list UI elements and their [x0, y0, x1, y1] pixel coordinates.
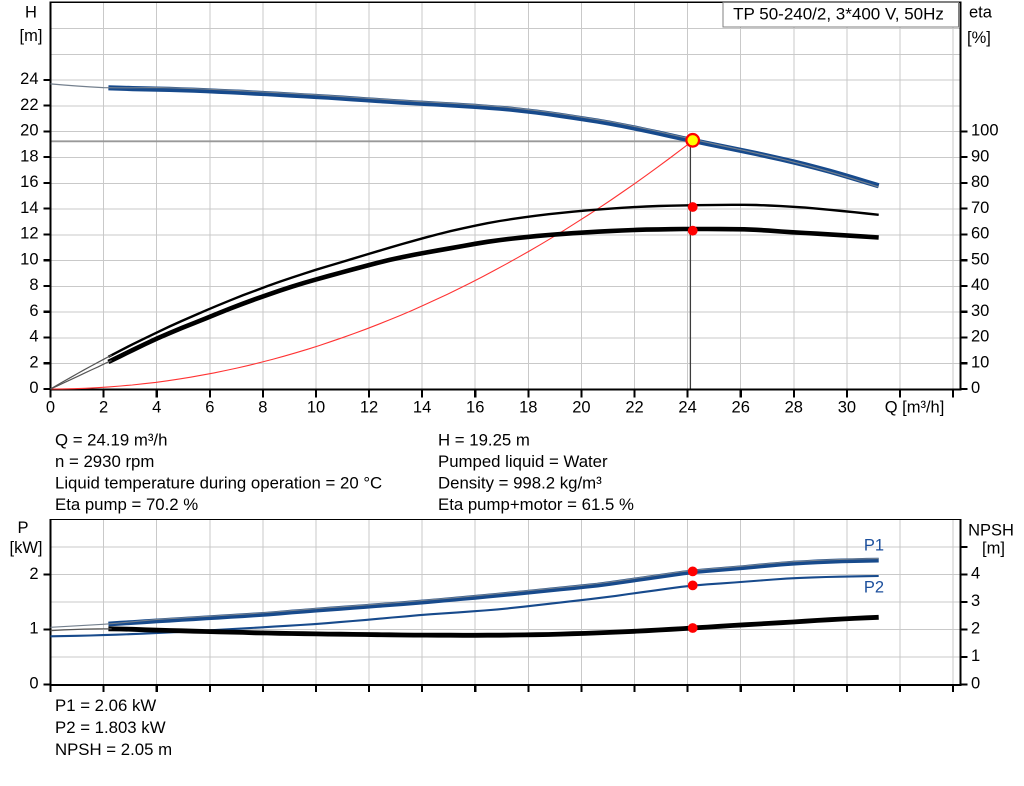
svg-text:eta: eta: [969, 3, 993, 21]
svg-text:Eta pump = 70.2 %: Eta pump = 70.2 %: [55, 495, 198, 514]
svg-text:14: 14: [20, 199, 38, 217]
svg-text:[m]: [m]: [982, 540, 1005, 558]
svg-text:10: 10: [307, 399, 325, 417]
svg-text:6: 6: [205, 399, 214, 417]
svg-text:2: 2: [971, 620, 980, 638]
svg-text:4: 4: [971, 565, 980, 583]
svg-text:P2 = 1.803 kW: P2 = 1.803 kW: [55, 718, 166, 737]
svg-text:50: 50: [971, 250, 989, 268]
svg-text:4: 4: [152, 399, 161, 417]
svg-text:H: H: [25, 3, 37, 21]
svg-text:18: 18: [20, 147, 38, 165]
svg-text:24: 24: [678, 399, 696, 417]
svg-text:[kW]: [kW]: [10, 539, 43, 557]
svg-text:20: 20: [20, 122, 38, 140]
svg-text:2: 2: [99, 399, 108, 417]
svg-text:1: 1: [29, 620, 38, 638]
svg-text:P1 = 2.06 kW: P1 = 2.06 kW: [55, 696, 156, 715]
svg-text:70: 70: [971, 199, 989, 217]
svg-text:NPSH: NPSH: [968, 522, 1014, 540]
svg-text:30: 30: [838, 399, 856, 417]
svg-text:14: 14: [413, 399, 431, 417]
svg-text:TP 50-240/2, 3*400 V, 50Hz: TP 50-240/2, 3*400 V, 50Hz: [733, 5, 944, 24]
svg-text:10: 10: [971, 353, 989, 371]
svg-text:20: 20: [971, 328, 989, 346]
svg-text:8: 8: [29, 276, 38, 294]
svg-text:6: 6: [29, 302, 38, 320]
svg-text:0: 0: [971, 675, 980, 693]
svg-text:Density = 998.2 kg/m³: Density = 998.2 kg/m³: [438, 474, 602, 493]
svg-text:NPSH = 2.05 m: NPSH = 2.05 m: [55, 740, 172, 759]
svg-text:24: 24: [20, 70, 38, 88]
svg-text:[m]: [m]: [20, 27, 43, 45]
svg-text:Q [m³/h]: Q [m³/h]: [885, 399, 945, 417]
svg-text:P2: P2: [864, 579, 884, 597]
svg-text:28: 28: [785, 399, 803, 417]
svg-text:H = 19.25 m: H = 19.25 m: [438, 431, 530, 450]
svg-text:1: 1: [971, 647, 980, 665]
svg-text:Eta pump+motor = 61.5 %: Eta pump+motor = 61.5 %: [438, 495, 634, 514]
svg-text:3: 3: [971, 592, 980, 610]
svg-text:4: 4: [29, 328, 38, 346]
svg-text:10: 10: [20, 250, 38, 268]
svg-text:18: 18: [519, 399, 537, 417]
svg-text:100: 100: [971, 122, 999, 140]
svg-text:Q = 24.19 m³/h: Q = 24.19 m³/h: [55, 431, 167, 450]
svg-text:0: 0: [29, 379, 38, 397]
svg-text:20: 20: [572, 399, 590, 417]
svg-text:Pumped liquid = Water: Pumped liquid = Water: [438, 452, 608, 471]
svg-text:P1: P1: [864, 536, 884, 554]
svg-text:80: 80: [971, 173, 989, 191]
svg-text:[%]: [%]: [967, 29, 991, 47]
svg-text:60: 60: [971, 225, 989, 243]
svg-text:12: 12: [20, 225, 38, 243]
svg-text:Liquid temperature during oper: Liquid temperature during operation = 20…: [55, 474, 382, 493]
svg-text:0: 0: [29, 675, 38, 693]
svg-text:30: 30: [971, 302, 989, 320]
svg-text:0: 0: [46, 399, 55, 417]
svg-text:n = 2930 rpm: n = 2930 rpm: [55, 452, 154, 471]
svg-text:2: 2: [29, 565, 38, 583]
svg-text:40: 40: [971, 276, 989, 294]
svg-text:P: P: [17, 519, 28, 537]
svg-text:26: 26: [732, 399, 750, 417]
svg-text:2: 2: [29, 353, 38, 371]
svg-text:16: 16: [466, 399, 484, 417]
svg-text:90: 90: [971, 147, 989, 165]
svg-text:12: 12: [360, 399, 378, 417]
svg-text:22: 22: [625, 399, 643, 417]
svg-text:16: 16: [20, 173, 38, 191]
svg-text:0: 0: [971, 379, 980, 397]
svg-text:22: 22: [20, 96, 38, 114]
svg-text:8: 8: [258, 399, 267, 417]
